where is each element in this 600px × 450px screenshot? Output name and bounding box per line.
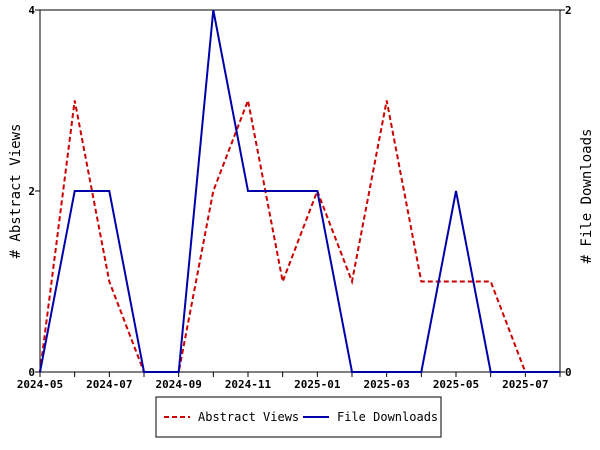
x-tick-label: 2025-01 xyxy=(294,378,341,391)
x-tick-label: 2024-09 xyxy=(155,378,201,391)
y-right-tick-label: 2 xyxy=(565,4,572,17)
y-axis-left-title-group: # Abstract Views xyxy=(8,124,24,259)
x-tick-label: 2025-07 xyxy=(502,378,548,391)
x-tick-label: 2024-07 xyxy=(86,378,132,391)
legend-box xyxy=(155,396,442,438)
x-tick-label: 2025-05 xyxy=(433,378,479,391)
x-tick-label: 2025-03 xyxy=(363,378,409,391)
series-line-file-downloads xyxy=(39,9,560,373)
legend-label: File Downloads xyxy=(337,410,438,424)
x-tick-label: 2024-05 xyxy=(17,378,63,391)
y-right-tick-label: 0 xyxy=(565,366,572,379)
y-axis-right-title: # File Downloads xyxy=(579,129,595,264)
y-axis-right-title-group: # File Downloads xyxy=(579,129,595,264)
y-left-tick-label: 4 xyxy=(28,4,35,17)
y-left-tick-label: 2 xyxy=(28,185,35,198)
x-tick-label: 2024-11 xyxy=(225,378,272,391)
series-line-abstract-views xyxy=(39,96,560,373)
y-axis-left-title: # Abstract Views xyxy=(8,124,24,259)
y-left-tick-label: 0 xyxy=(28,366,35,379)
legend-label: Abstract Views xyxy=(198,410,299,424)
